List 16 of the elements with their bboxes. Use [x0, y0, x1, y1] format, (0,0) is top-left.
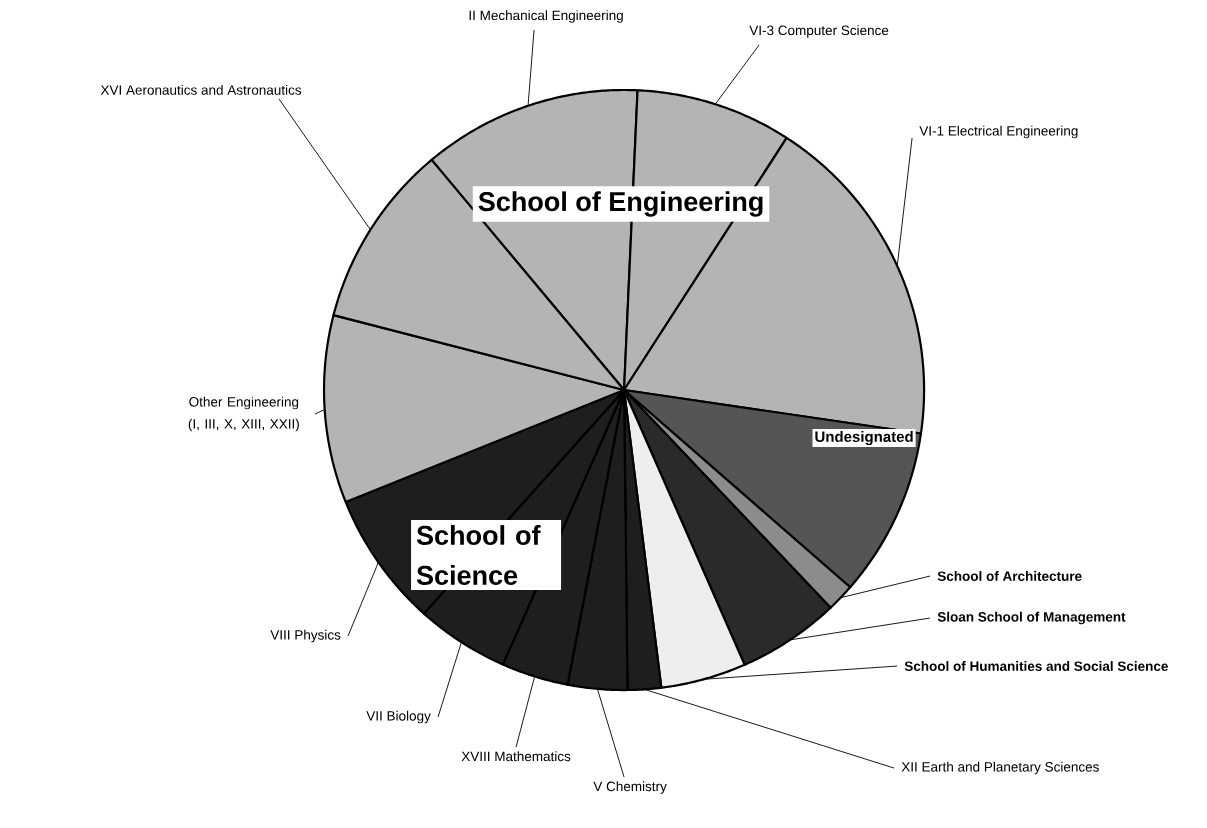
slice-label: VI-3 Computer Science [749, 25, 889, 38]
slice-label: Undesignated [815, 430, 913, 446]
slice-label: VI-1 Electrical Engineering [919, 125, 1078, 139]
slice-label: VII Biology [366, 710, 431, 724]
slice-label: Sloan School of Management [937, 611, 1126, 625]
slice-label: XVIII Mathematics [461, 751, 571, 762]
slice-label: School of Architecture [937, 571, 1082, 581]
slice-label: V Chemistry [593, 781, 667, 794]
slice-label: Other Engineering (I, III, X, XIII, XXII) [188, 396, 299, 432]
slice-label: XII Earth and Planetary Sciences [901, 761, 1099, 775]
slice-label: VIII Physics [270, 629, 341, 643]
text: School of Engineering [478, 191, 763, 217]
text: School of Science [416, 525, 541, 585]
slice-label: II Mechanical Engineering [469, 10, 623, 23]
slice-label: XVI Aeronautics and Astronautics [100, 84, 302, 95]
slice-label: School of Humanities and Social Science [904, 661, 1168, 671]
